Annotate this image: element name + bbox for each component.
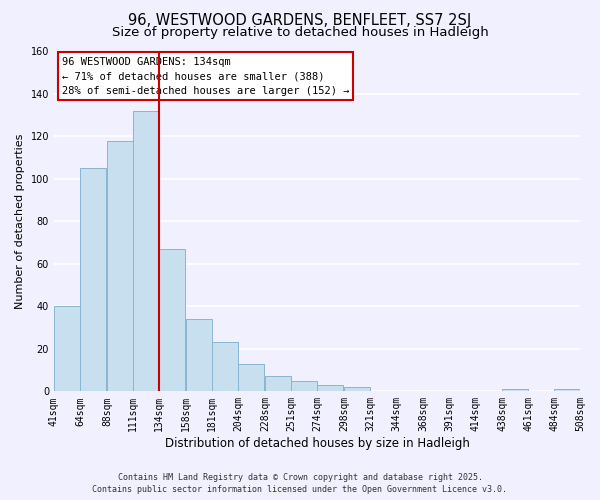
Bar (186, 319, 212, 392)
Bar (80, 168, 106, 392)
Text: Contains HM Land Registry data © Crown copyright and database right 2025.
Contai: Contains HM Land Registry data © Crown c… (92, 472, 508, 494)
Bar (344, 387, 370, 392)
X-axis label: Distribution of detached houses by size in Hadleigh: Distribution of detached houses by size … (164, 437, 469, 450)
Bar (502, 389, 528, 392)
Y-axis label: Number of detached properties: Number of detached properties (15, 134, 25, 309)
Bar (317, 385, 343, 392)
Bar (133, 111, 159, 392)
Bar (54, 306, 80, 392)
Bar (554, 389, 580, 392)
Bar (212, 342, 238, 392)
Text: 96, WESTWOOD GARDENS, BENFLEET, SS7 2SJ: 96, WESTWOOD GARDENS, BENFLEET, SS7 2SJ (128, 12, 472, 28)
Bar (265, 376, 291, 392)
Bar (291, 380, 317, 392)
Bar (238, 364, 264, 392)
Bar (159, 249, 185, 392)
Text: Size of property relative to detached houses in Hadleigh: Size of property relative to detached ho… (112, 26, 488, 39)
Bar (107, 140, 133, 392)
Text: 96 WESTWOOD GARDENS: 134sqm
← 71% of detached houses are smaller (388)
28% of se: 96 WESTWOOD GARDENS: 134sqm ← 71% of det… (62, 56, 349, 96)
